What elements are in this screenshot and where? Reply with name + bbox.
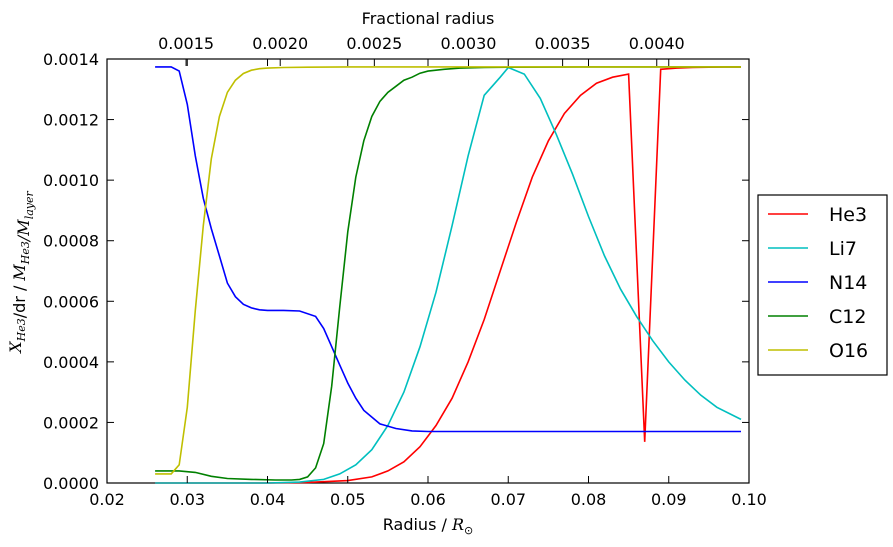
top-tick-label: 0.0035 (535, 34, 591, 53)
series-lines (155, 66, 742, 484)
y-tick-label: 0.0000 (43, 474, 99, 493)
series-line-c12 (155, 66, 741, 481)
series-line-li7 (155, 66, 742, 484)
top-tick-label: 0.0030 (440, 34, 496, 53)
x-axis-title: Radius / R⊙ (383, 515, 473, 537)
series-line-he3 (155, 66, 741, 484)
top-axis-ticks: 0.0015 0.0020 0.0025 0.0030 0.0035 0.0040 (158, 34, 685, 66)
x-tick-label: 0.03 (169, 490, 205, 509)
y-tick-label: 0.0006 (43, 292, 99, 311)
x-tick-label: 0.07 (490, 490, 526, 509)
x-tick-label: 0.04 (250, 490, 286, 509)
y-tick-label: 0.0012 (43, 111, 99, 130)
y-tick-label: 0.0004 (43, 353, 99, 372)
x-tick-label: 0.06 (410, 490, 446, 509)
top-axis-title: Fractional radius (362, 9, 495, 28)
top-tick-label: 0.0025 (346, 34, 402, 53)
y-tick-label: 0.0014 (43, 50, 99, 69)
top-tick-label: 0.0020 (252, 34, 308, 53)
x-tick-label: 0.10 (731, 490, 767, 509)
x-tick-label: 0.05 (330, 490, 366, 509)
top-tick-label: 0.0040 (629, 34, 685, 53)
x-tick-label: 0.08 (571, 490, 607, 509)
x-tick-label: 0.02 (89, 490, 125, 509)
y-tick-label: 0.0008 (43, 232, 99, 251)
y-tick-label: 0.0010 (43, 171, 99, 190)
legend: He3 Li7 N14 C12 O16 (757, 194, 888, 376)
y-axis-title: XHe3/dr / MHe3/Mlayer (6, 190, 36, 354)
legend-label-n14: N14 (829, 272, 867, 294)
legend-label-he3: He3 (829, 204, 867, 226)
x-axis-ticks: 0.02 0.03 0.04 0.05 0.06 0.07 0.08 0.09 0.10 (89, 59, 767, 509)
series-line-n14 (155, 66, 741, 433)
plot-area: 0.02 0.03 0.04 0.05 0.06 0.07 0.08 0.09 0.10 0.0… (43, 34, 767, 509)
legend-label-c12: C12 (829, 306, 866, 328)
y-tick-label: 0.0002 (43, 413, 99, 432)
top-tick-label: 0.0015 (158, 34, 214, 53)
legend-frame (757, 194, 888, 376)
y-axis-ticks: 0.0000 0.0002 0.0004 0.0006 0.0008 0.0010 0.00… (43, 50, 749, 493)
legend-label-o16: O16 (829, 340, 868, 362)
x-tick-label: 0.09 (651, 490, 687, 509)
legend-label-li7: Li7 (829, 238, 857, 260)
series-line-o16 (155, 66, 741, 475)
